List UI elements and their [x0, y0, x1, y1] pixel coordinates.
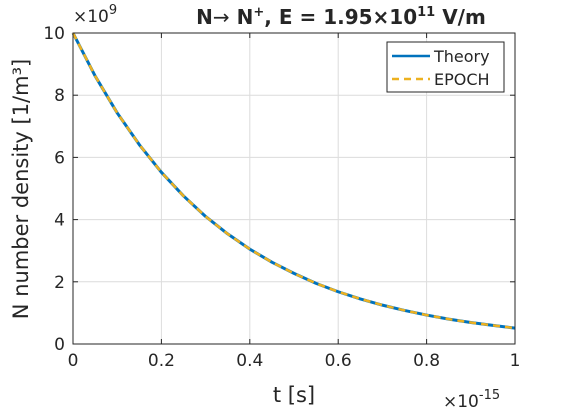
x-axis-multiplier: ×10-15	[443, 388, 500, 412]
x-tick-label: 0	[68, 351, 79, 371]
y-axis-multiplier: ×109	[73, 3, 117, 27]
legend-box	[386, 41, 505, 93]
x-axis-label: t [s]	[273, 383, 315, 407]
plot-frame	[72, 32, 516, 345]
y-axis-label: N number density [1/m³]	[9, 59, 33, 319]
series-line-theory	[71, 32, 516, 330]
x-tick-label: 0.8	[413, 351, 440, 371]
x-tick-label: 0.2	[148, 351, 175, 371]
y-tick-label: 8	[54, 86, 65, 106]
y-tick-label: 0	[54, 335, 65, 355]
legend-label-epoch: EPOCH	[434, 70, 490, 89]
series-layer	[71, 32, 516, 330]
y-tick-label: 4	[54, 211, 65, 231]
x-tick-label: 1	[510, 351, 521, 371]
chart-title: N→ N+, E = 1.95×1011 V/m	[196, 5, 486, 29]
y-tick-label: 2	[54, 273, 65, 293]
y-tick-label: 6	[54, 148, 65, 168]
legend: Theory EPOCH	[386, 41, 505, 93]
legend-label-theory: Theory	[433, 47, 490, 66]
x-tick-label: 0.6	[325, 351, 352, 371]
x-tick-label: 0.4	[236, 351, 263, 371]
y-tick-label: 10	[43, 24, 65, 44]
